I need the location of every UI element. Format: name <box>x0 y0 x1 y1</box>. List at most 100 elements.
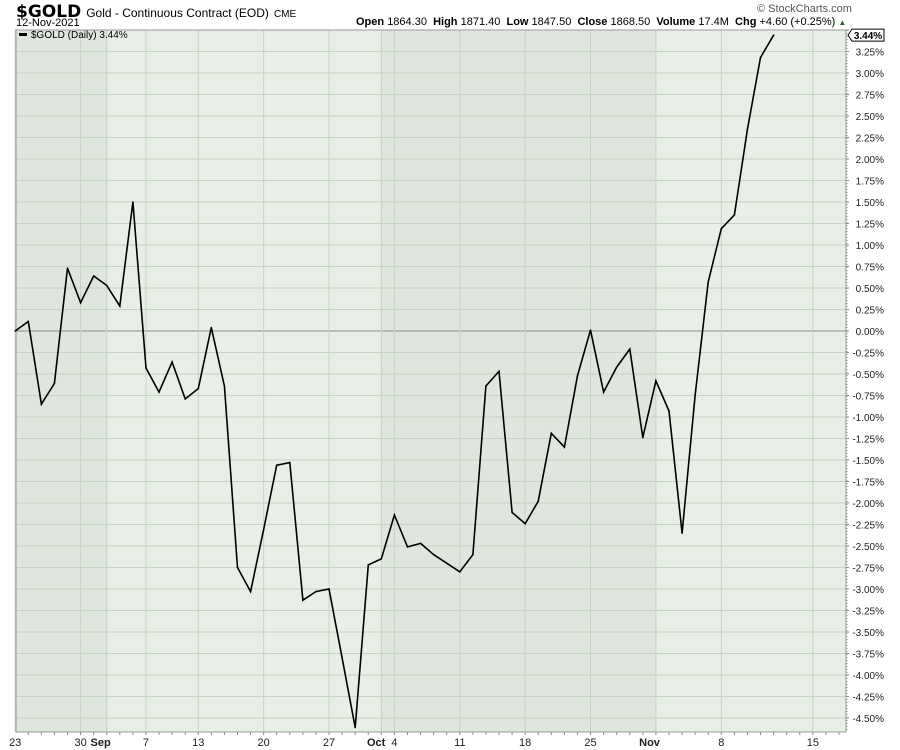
data-point <box>537 500 540 503</box>
y-tick-label: -3.75% <box>852 650 884 661</box>
data-point <box>145 367 147 369</box>
chg-label: Chg <box>735 16 757 28</box>
data-point <box>354 726 356 729</box>
y-tick-label: 2.00% <box>856 155 884 166</box>
x-tick-label: 13 <box>192 737 204 749</box>
data-point <box>184 398 186 400</box>
data-point <box>419 542 422 545</box>
data-point <box>341 657 343 659</box>
y-tick-label: -4.25% <box>852 693 884 704</box>
last-value-tag <box>847 28 885 42</box>
data-point <box>288 461 291 464</box>
y-tick-label: -0.25% <box>852 349 884 360</box>
y-tick-label: 1.75% <box>856 177 884 188</box>
x-tick-label: 20 <box>258 737 270 749</box>
open-value: 1864.30 <box>387 16 427 28</box>
y-tick-label: -2.25% <box>852 521 884 532</box>
data-point <box>681 532 683 534</box>
data-point <box>746 128 749 130</box>
copyright-link[interactable]: © StockCharts.com <box>757 3 852 15</box>
month-shading <box>381 30 656 732</box>
y-tick-label: 0.00% <box>856 327 884 338</box>
data-point <box>393 514 396 516</box>
data-point <box>262 528 265 531</box>
high-value: 1871.40 <box>460 16 501 28</box>
data-point <box>302 599 304 601</box>
data-point <box>458 571 461 573</box>
data-point <box>249 590 252 593</box>
data-point <box>472 553 474 556</box>
data-point <box>445 562 448 564</box>
data-point <box>759 56 762 59</box>
data-point <box>498 370 500 373</box>
y-tick-label: -4.00% <box>852 671 884 682</box>
volume-label: Volume <box>656 16 696 28</box>
y-tick-label: 2.75% <box>856 91 884 102</box>
y-tick-label: -3.00% <box>852 585 884 596</box>
data-point <box>171 361 173 363</box>
y-tick-label: 1.00% <box>856 241 884 252</box>
x-tick-label: 25 <box>584 737 596 749</box>
legend-label: $GOLD (Daily) 3.44% <box>31 30 128 41</box>
y-tick-label: 3.25% <box>856 48 884 59</box>
data-point <box>694 393 696 396</box>
y-tick-label: -2.50% <box>852 542 884 553</box>
symbol-title: $GOLD <box>16 2 82 22</box>
x-tick-label: 8 <box>718 737 724 749</box>
data-point <box>668 410 670 412</box>
data-point <box>589 329 592 331</box>
data-point <box>707 281 710 283</box>
data-point <box>236 566 239 569</box>
data-point <box>40 403 43 405</box>
y-tick-label: -0.50% <box>852 370 884 381</box>
data-point <box>367 564 370 566</box>
data-point <box>119 305 121 307</box>
data-point <box>79 301 82 304</box>
chart-date: 12-Nov-2021 <box>16 17 80 29</box>
x-tick-label: Sep <box>91 737 111 749</box>
data-point <box>720 227 723 230</box>
y-tick-label: 3.00% <box>856 69 884 80</box>
data-point <box>53 382 56 385</box>
x-tick-label: 15 <box>807 737 819 749</box>
data-point <box>524 522 526 525</box>
data-point <box>210 326 213 329</box>
data-point <box>406 546 409 548</box>
y-tick-label: 2.25% <box>856 134 884 145</box>
y-tick-label: -1.25% <box>852 435 884 446</box>
data-point <box>132 201 134 203</box>
y-tick-label: 1.50% <box>856 198 884 209</box>
last-value-label: 3.44% <box>854 31 882 42</box>
y-tick-label: -2.00% <box>852 499 884 510</box>
data-point <box>576 374 579 377</box>
x-tick-label: 7 <box>143 737 149 749</box>
exchange-label: CME <box>273 9 297 20</box>
chg-value: +4.60 (+0.25%) <box>759 16 836 28</box>
low-label: Low <box>506 16 529 28</box>
y-tick-label: -1.75% <box>852 478 884 489</box>
close-label: Close <box>577 16 608 28</box>
data-point <box>602 391 605 393</box>
data-point <box>275 464 278 466</box>
quote-summary: Open 1864.30 High 1871.40 Low 1847.50 Cl… <box>356 16 846 28</box>
data-point <box>380 558 383 560</box>
x-tick-label: 18 <box>519 737 531 749</box>
data-point <box>485 385 487 387</box>
y-tick-label: -1.00% <box>852 413 884 424</box>
y-tick-label: 1.25% <box>856 220 884 231</box>
data-point <box>642 436 644 439</box>
x-tick-label: Nov <box>639 737 661 749</box>
data-point <box>615 366 618 368</box>
plot-frame <box>15 29 847 733</box>
data-point <box>66 267 69 270</box>
y-tick-label: -4.50% <box>852 714 884 725</box>
data-point <box>511 511 513 514</box>
data-point <box>772 34 775 36</box>
low-value: 1847.50 <box>531 16 572 28</box>
data-point <box>27 320 30 323</box>
volume-value: 17.4M <box>698 16 729 28</box>
x-tick-label: Oct <box>367 737 386 749</box>
y-tick-label: -2.75% <box>852 564 884 575</box>
